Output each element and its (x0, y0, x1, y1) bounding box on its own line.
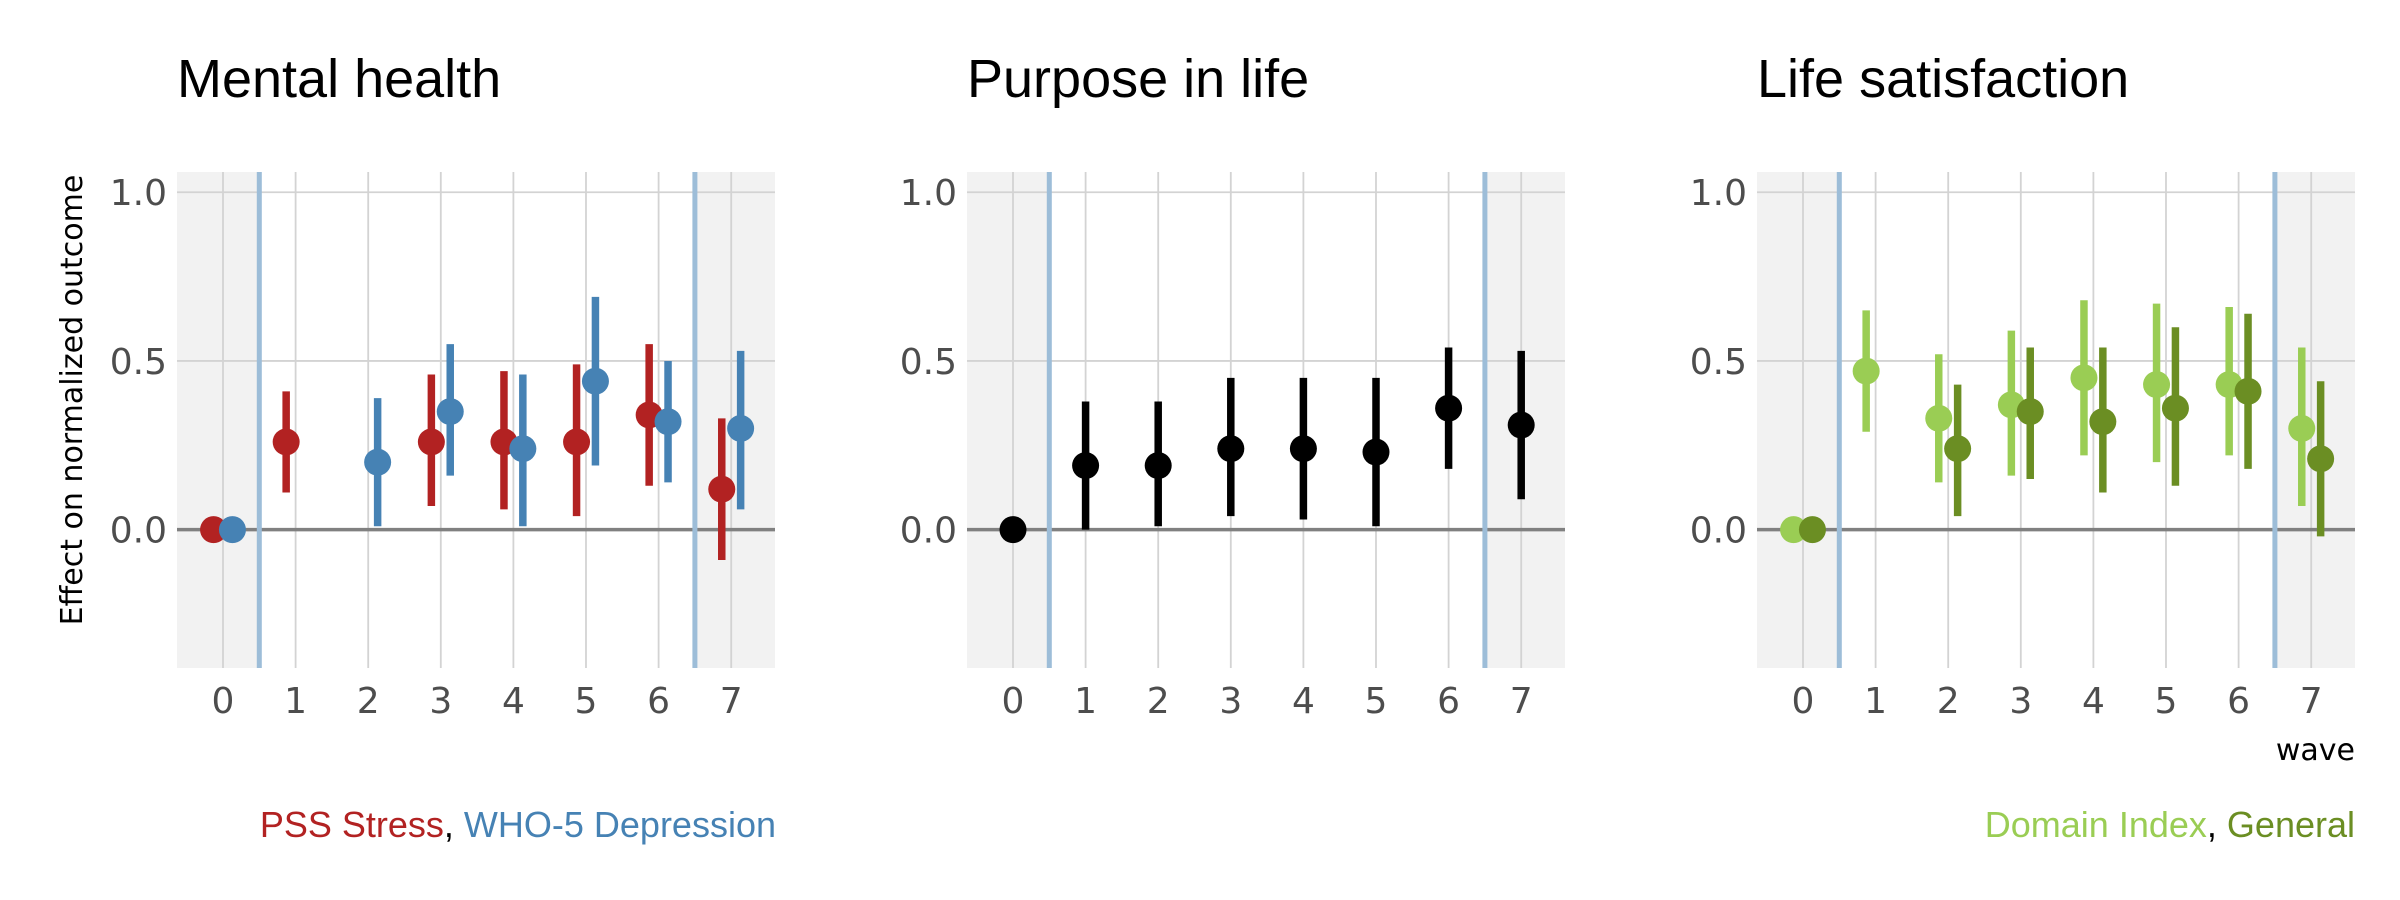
x-tick-label: 1 (284, 681, 307, 722)
data-point (509, 435, 537, 463)
x-tick-label: 1 (1864, 681, 1887, 722)
data-point (2089, 408, 2117, 436)
x-tick-label: 2 (1147, 681, 1170, 722)
data-point (417, 428, 445, 456)
treatment-window (1049, 172, 1485, 668)
panel-purpose-in-life: Purpose in life 0.0 0.5 1.0 0 1 2 3 4 5 6 7 (900, 49, 1565, 722)
x-tick-label: 4 (2082, 681, 2105, 722)
y-tick-label: 0.5 (110, 342, 167, 383)
panel-title: Life satisfaction (1757, 49, 2129, 109)
x-tick-label: 2 (357, 681, 380, 722)
data-point (2234, 377, 2262, 405)
data-point (563, 428, 591, 456)
data-point (708, 475, 736, 503)
data-point (436, 398, 464, 426)
data-point (1507, 411, 1535, 439)
legend-item-pss-stress: PSS Stress (260, 804, 444, 845)
y-axis-label: Effect on normalized outcome (55, 175, 90, 626)
x-tick-label: 6 (2227, 681, 2250, 722)
data-point (999, 516, 1027, 544)
x-tick-label: 3 (2009, 681, 2032, 722)
treatment-window (1839, 172, 2275, 668)
data-point (2070, 364, 2098, 392)
y-tick-label: 0.0 (110, 511, 167, 552)
panel-mental-health: Mental health 0.0 0.5 1.0 0 1 2 3 4 5 6 7 Effect o… (55, 49, 776, 845)
data-point (581, 367, 609, 395)
data-point (654, 408, 682, 436)
treatment-window (259, 172, 695, 668)
legend-separator: , (2207, 804, 2227, 845)
panel-life-satisfaction: Life satisfaction 0.0 0.5 1.0 0 1 2 3 4 5 6 7 wave… (1690, 49, 2355, 845)
y-tick-label: 1.0 (110, 173, 167, 214)
y-tick-label: 0.0 (1690, 511, 1747, 552)
legend: Domain Index, General (1985, 804, 2355, 845)
x-tick-label: 4 (1292, 681, 1315, 722)
x-tick-label: 2 (1937, 681, 1960, 722)
data-point (1362, 438, 1390, 466)
panel-title: Mental health (177, 49, 501, 109)
data-point (2143, 371, 2171, 399)
x-tick-label: 0 (212, 681, 235, 722)
data-point (1780, 516, 1808, 544)
x-tick-label: 7 (1510, 681, 1533, 722)
legend-separator: , (444, 804, 464, 845)
y-tick-label: 1.0 (900, 173, 957, 214)
legend: PSS Stress, WHO-5 Depression (260, 804, 776, 845)
data-point (272, 428, 300, 456)
data-point (2016, 398, 2044, 426)
plot-area: 0.0 0.5 1.0 0 1 2 3 4 5 6 7 (110, 172, 775, 722)
panel-title: Purpose in life (967, 49, 1309, 109)
x-axis-label: wave (2276, 733, 2355, 768)
y-tick-label: 0.5 (1690, 342, 1747, 383)
x-tick-label: 0 (1002, 681, 1025, 722)
data-point (1852, 357, 1880, 385)
data-point (364, 448, 392, 476)
plot-area: 0.0 0.5 1.0 0 1 2 3 4 5 6 7 (1690, 172, 2355, 722)
x-tick-label: 5 (575, 681, 598, 722)
y-tick-label: 0.5 (900, 342, 957, 383)
data-point (2161, 394, 2189, 422)
data-point (1217, 435, 1245, 463)
data-point (200, 516, 228, 544)
data-point (1144, 452, 1172, 480)
y-tick-label: 1.0 (1690, 173, 1747, 214)
y-tick-label: 0.0 (900, 511, 957, 552)
data-point (1072, 452, 1100, 480)
x-tick-label: 3 (429, 681, 452, 722)
data-point (1289, 435, 1317, 463)
legend-item-domain-index: Domain Index (1985, 804, 2207, 845)
data-point (1435, 394, 1463, 422)
x-tick-label: 6 (1437, 681, 1460, 722)
data-point (727, 414, 755, 442)
x-tick-label: 6 (647, 681, 670, 722)
data-point (2307, 445, 2335, 473)
plot-area: 0.0 0.5 1.0 0 1 2 3 4 5 6 7 (900, 172, 1565, 722)
x-tick-label: 5 (1365, 681, 1388, 722)
x-tick-label: 7 (720, 681, 743, 722)
legend-item-general: General (2227, 804, 2355, 845)
data-point (1944, 435, 1972, 463)
data-point (1925, 404, 1953, 432)
x-tick-label: 1 (1074, 681, 1097, 722)
legend-item-who5-depression: WHO-5 Depression (464, 804, 776, 845)
x-tick-label: 0 (1792, 681, 1815, 722)
data-point (218, 516, 246, 544)
data-point (1798, 516, 1826, 544)
data-point (2288, 414, 2316, 442)
x-tick-label: 5 (2155, 681, 2178, 722)
x-tick-label: 7 (2300, 681, 2323, 722)
x-tick-label: 4 (502, 681, 525, 722)
x-tick-label: 3 (1219, 681, 1242, 722)
